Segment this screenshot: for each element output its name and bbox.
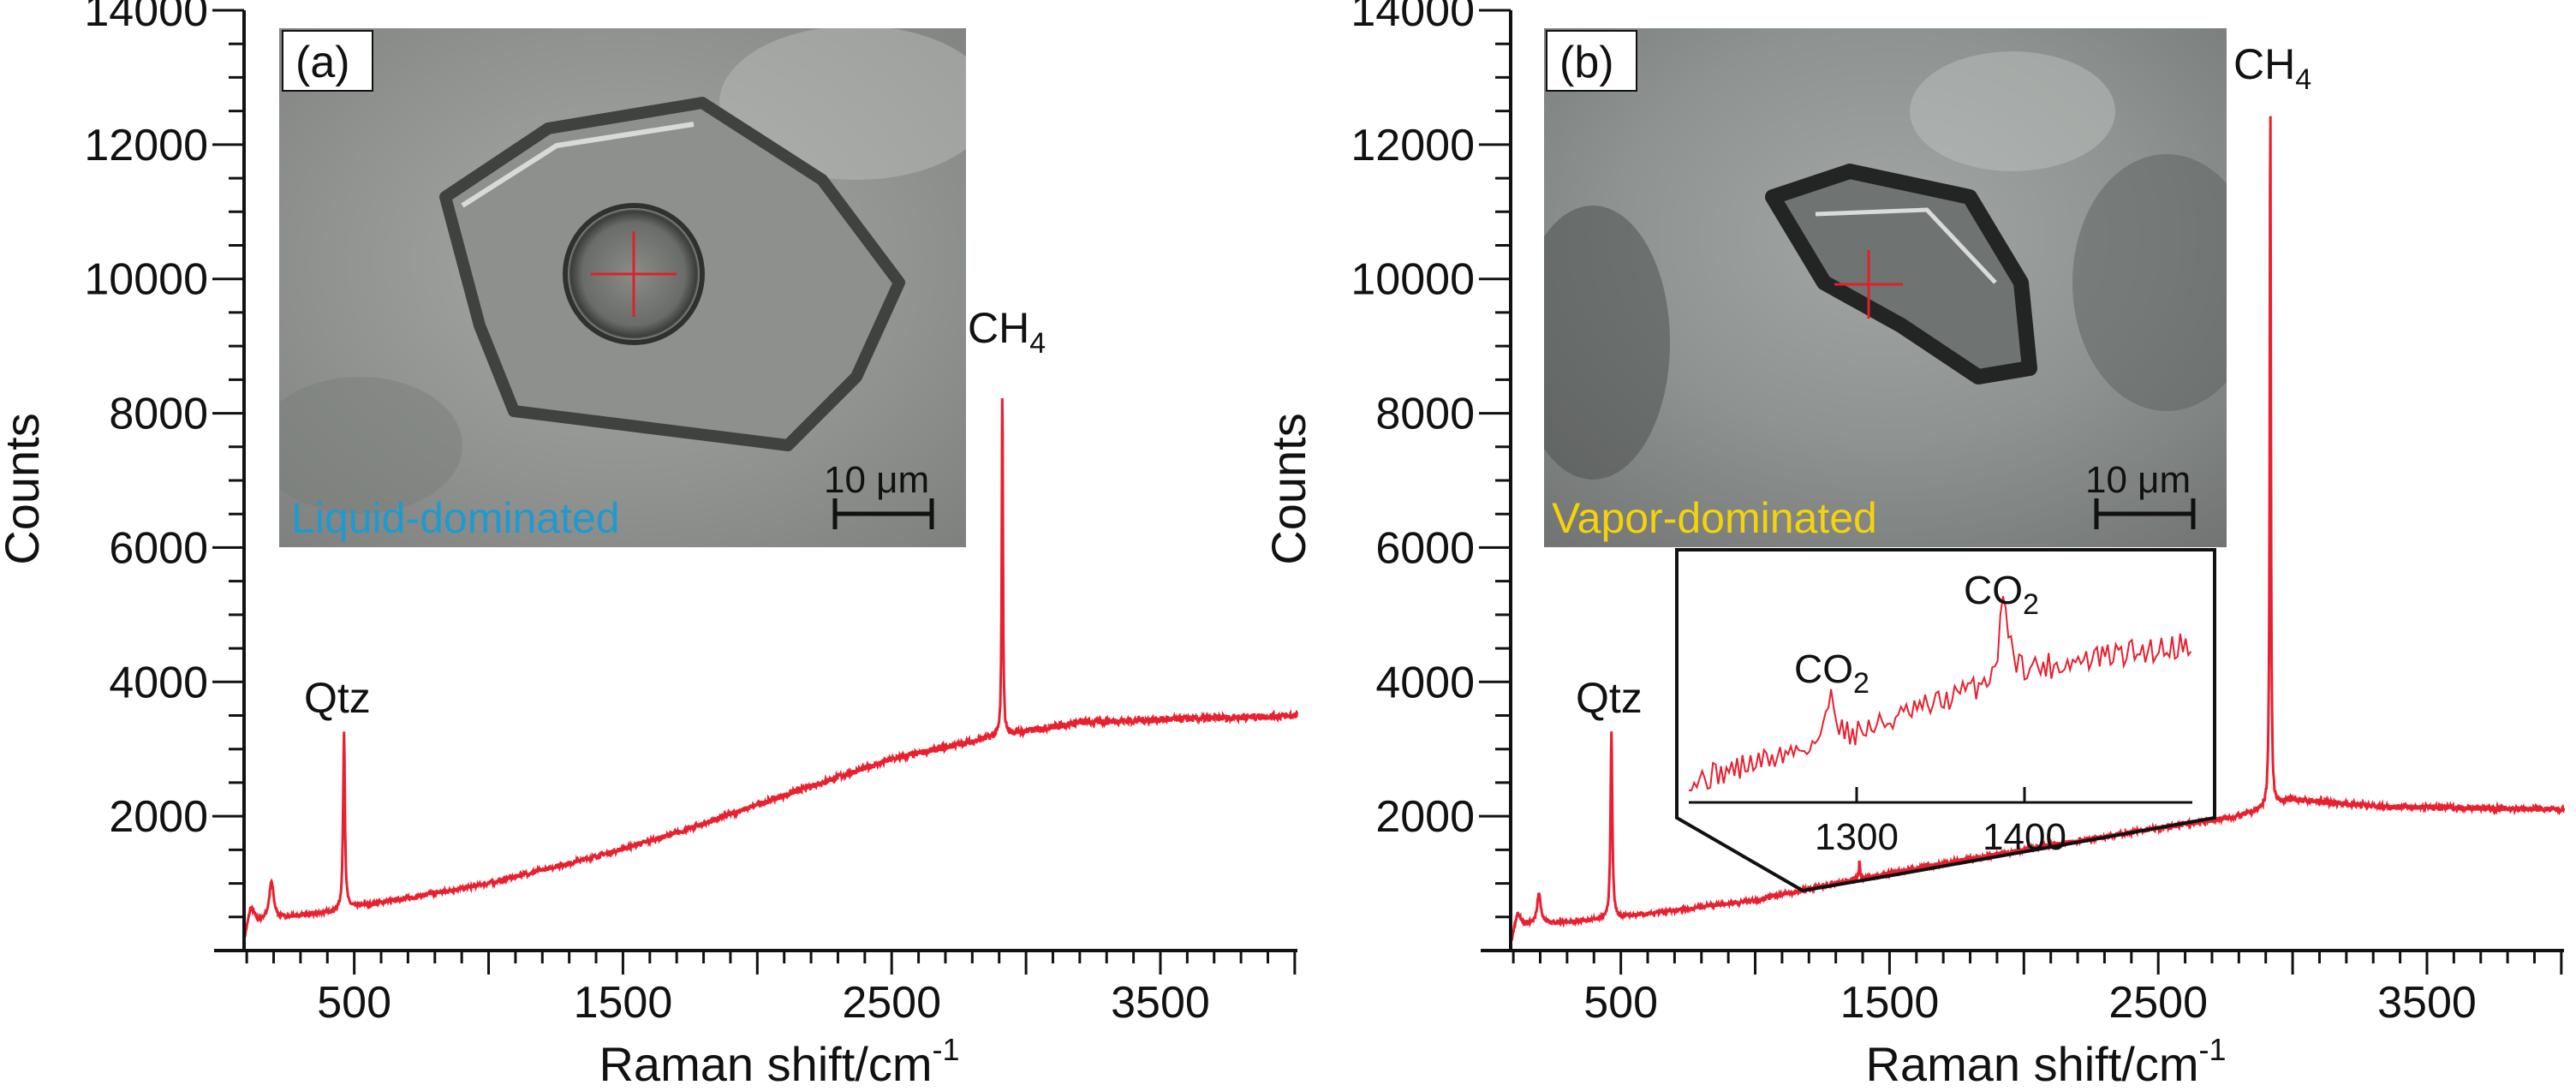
x-tick-label: 1500 <box>574 978 673 1028</box>
scale-bar-a <box>832 498 934 529</box>
y-tick-label: 12000 <box>84 121 208 170</box>
y-tick-label: 4000 <box>109 658 208 707</box>
inset-spectrum-line <box>1689 595 2192 791</box>
photo-vapor-inclusion <box>1544 28 2227 547</box>
chart-panel-b: 2000 4000 6000 8000 10000 12000 14000 500 1500 25… <box>1261 0 2566 1091</box>
formula-base: CO <box>1794 647 1853 691</box>
formula-base: CO <box>1964 568 2023 612</box>
y-tick-label: 10000 <box>84 255 208 305</box>
inset-label-co2-a: CO2 <box>1794 647 1869 700</box>
formula-base: CH <box>968 304 1029 352</box>
inset-label-co2-b: CO2 <box>1964 568 2039 621</box>
peak-label-ch4-b: CH4 <box>2233 40 2311 96</box>
y-tick-label: 14000 <box>1351 0 1475 36</box>
x-axis-title-superscript: -1 <box>932 1032 959 1067</box>
panel-tag-a-box <box>282 30 373 92</box>
y-tick-label: 2000 <box>109 792 208 842</box>
chart-panel-a: 2000 4000 6000 8000 10000 12000 14000 500 1500 25… <box>0 0 1298 1091</box>
x-tick-label: 3500 <box>2377 978 2477 1028</box>
inset-x-tick-label: 1400 <box>1983 816 2066 858</box>
y-axis-title: Counts <box>0 413 49 564</box>
x-tick-label: 500 <box>1583 978 1658 1028</box>
panel-tag-b-box <box>1546 30 1637 92</box>
peak-label-qtz-b: Qtz <box>1576 674 1643 722</box>
peak-label-qtz-a: Qtz <box>304 674 371 722</box>
y-tick-label: 4000 <box>1375 658 1475 707</box>
x-axis-title-superscript: -1 <box>2198 1032 2226 1067</box>
photo-liquid-inclusion <box>279 28 966 547</box>
x-tick-label: 2500 <box>842 978 941 1028</box>
formula-subscript: 4 <box>2295 63 2311 96</box>
scale-bar-label-a: 10 μm <box>824 459 929 501</box>
photo-caption-a: Liquid-dominated <box>291 494 620 542</box>
inset-x-tick-label: 1300 <box>1815 816 1899 858</box>
x-tick-label: 2500 <box>2108 978 2208 1028</box>
y-axis-title: Counts <box>1261 413 1315 564</box>
photo-caption-b: Vapor-dominated <box>1552 494 1877 542</box>
y-tick-label: 14000 <box>84 0 208 36</box>
panel-tag-b: (b) <box>1559 38 1614 87</box>
x-tick-label: 1500 <box>1840 978 1940 1028</box>
y-tick-label: 10000 <box>1351 255 1475 305</box>
spectrum-line <box>1509 116 2566 944</box>
peak-label-ch4-a: CH4 <box>968 304 1046 360</box>
y-tick-label: 6000 <box>109 523 208 573</box>
inset-frame <box>1675 548 2216 893</box>
spectrum-line <box>242 397 1298 942</box>
formula-subscript: 4 <box>1029 327 1046 360</box>
inset-co2: 1300 1400 CO2 CO2 <box>1675 548 2216 893</box>
scale-bar-label-b: 10 μm <box>2085 459 2191 501</box>
x-axis-title-text: Raman shift/cm <box>599 1037 932 1091</box>
x-tick-label: 500 <box>317 978 391 1028</box>
panel-tag-a: (a) <box>295 38 350 87</box>
scale-bar-b <box>2094 498 2196 529</box>
x-axis-title: Raman shift/cm-1 <box>1865 1032 2226 1091</box>
x-axis-title: Raman shift/cm-1 <box>599 1032 959 1091</box>
formula-subscript: 2 <box>2023 588 2039 621</box>
formula-subscript: 2 <box>1853 667 1869 700</box>
y-tick-label: 8000 <box>109 390 208 439</box>
y-tick-label: 8000 <box>1375 390 1475 439</box>
x-tick-label: 3500 <box>1111 978 1210 1028</box>
y-tick-label: 2000 <box>1375 792 1475 842</box>
formula-base: CH <box>2233 40 2295 88</box>
x-axis-title-text: Raman shift/cm <box>1865 1037 2198 1091</box>
y-tick-label: 12000 <box>1351 121 1475 170</box>
y-tick-label: 6000 <box>1375 523 1475 573</box>
